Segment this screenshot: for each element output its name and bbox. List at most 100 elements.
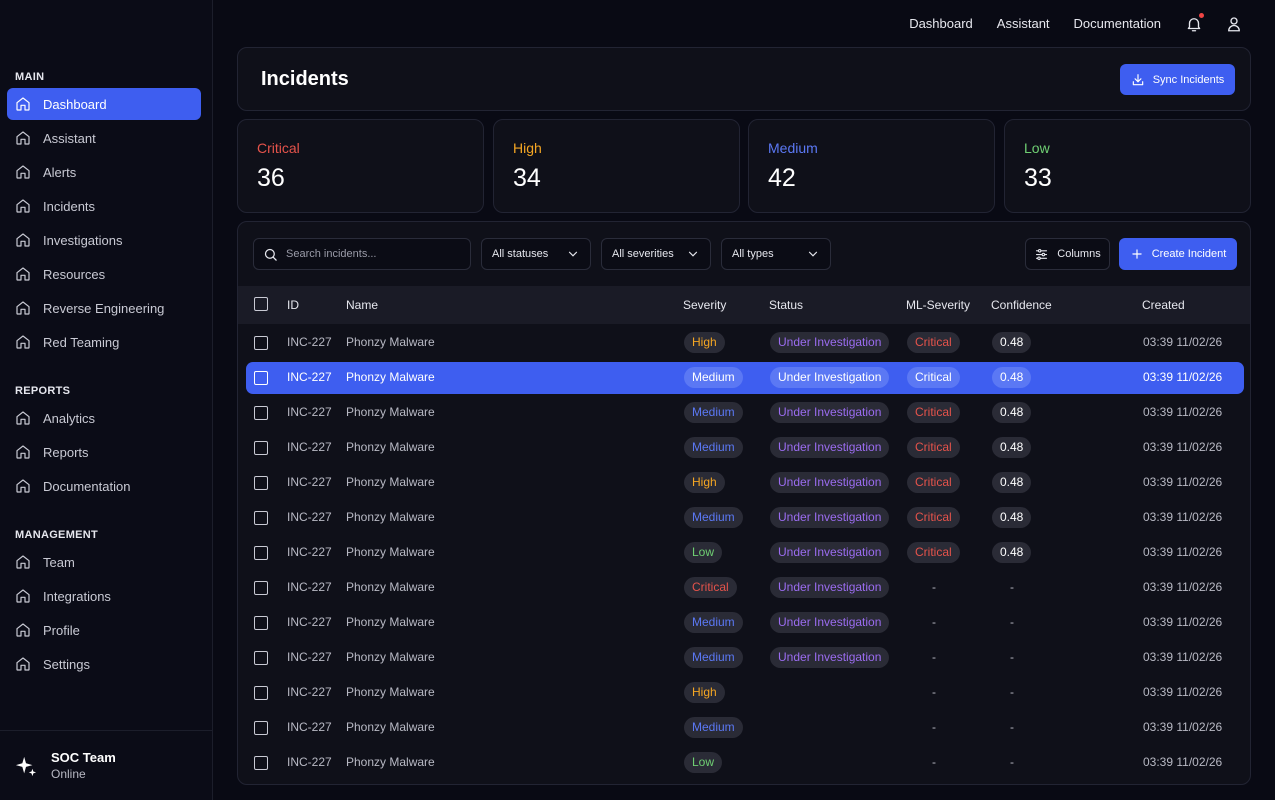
search-input[interactable] (286, 248, 456, 260)
stat-value: 42 (768, 164, 796, 192)
created-timestamp: 03:39 11/02/26 (1143, 510, 1223, 524)
search-icon (264, 248, 277, 261)
stat-card-critical[interactable]: Critical 36 (237, 119, 484, 213)
row-checkbox[interactable] (254, 476, 268, 490)
topnav-link-assistant[interactable]: Assistant (996, 16, 1050, 31)
column-header-id[interactable]: ID (287, 298, 299, 312)
row-checkbox[interactable] (254, 511, 268, 525)
table-row[interactable]: INC-227 Phonzy Malware High - - 03:39 11/02/2… (246, 677, 1244, 709)
select-all-checkbox[interactable] (254, 297, 268, 311)
created-timestamp: 03:39 11/02/26 (1143, 685, 1223, 699)
ml-severity-badge: Critical (907, 402, 960, 423)
stat-card-high[interactable]: High 34 (493, 119, 740, 213)
row-checkbox[interactable] (254, 756, 268, 770)
incident-name: Phonzy Malware (346, 685, 435, 699)
severity-badge: High (684, 332, 725, 353)
sidebar-item-resources[interactable]: Resources (7, 258, 201, 290)
row-checkbox[interactable] (254, 581, 268, 595)
incident-name: Phonzy Malware (346, 650, 435, 664)
status-filter-value: All statuses (492, 248, 549, 260)
sidebar-item-dashboard[interactable]: Dashboard (7, 88, 201, 120)
table-row[interactable]: INC-227 Phonzy Malware Medium Under Investi… (246, 502, 1244, 534)
incidents-table-card: All statuses All severities All types Co… (237, 221, 1251, 785)
row-checkbox[interactable] (254, 651, 268, 665)
column-header-ml-severity[interactable]: ML-Severity (906, 298, 971, 312)
severity-badge: Medium (684, 437, 743, 458)
stat-card-low[interactable]: Low 33 (1004, 119, 1251, 213)
sidebar-item-label: Reverse Engineering (43, 300, 165, 316)
stat-value: 36 (257, 164, 285, 192)
topnav-link-documentation[interactable]: Documentation (1073, 16, 1161, 31)
created-timestamp: 03:39 11/02/26 (1143, 370, 1223, 384)
sidebar-item-assistant[interactable]: Assistant (7, 122, 201, 154)
sidebar-item-red-teaming[interactable]: Red Teaming (7, 326, 201, 358)
chevron-down-icon (568, 251, 578, 257)
type-filter-select[interactable]: All types (721, 238, 831, 270)
row-checkbox[interactable] (254, 371, 268, 385)
columns-button[interactable]: Columns (1025, 238, 1110, 270)
sidebar-item-incidents[interactable]: Incidents (7, 190, 201, 222)
search-box[interactable] (253, 238, 471, 270)
table-row[interactable]: INC-227 Phonzy Malware Medium Under Investi… (246, 432, 1244, 464)
sidebar-item-label: Analytics (43, 410, 96, 426)
team-status-block[interactable]: SOC Team Online (0, 730, 213, 800)
team-name: SOC Team (51, 750, 116, 765)
table-row[interactable]: INC-227 Phonzy Malware Medium Under Investi… (246, 397, 1244, 429)
row-checkbox[interactable] (254, 546, 268, 560)
sidebar-item-profile[interactable]: Profile (7, 614, 201, 646)
row-checkbox[interactable] (254, 441, 268, 455)
topnav-link-dashboard[interactable]: Dashboard (909, 16, 973, 31)
table-row[interactable]: INC-227 Phonzy Malware Medium - - 03:39 11/02… (246, 712, 1244, 744)
ml-severity-empty: - (932, 580, 936, 594)
sidebar-item-investigations[interactable]: Investigations (7, 224, 201, 256)
stat-card-medium[interactable]: Medium 42 (748, 119, 995, 213)
table-row[interactable]: INC-227 Phonzy Malware High Under Investiga… (246, 467, 1244, 499)
status-filter-select[interactable]: All statuses (481, 238, 591, 270)
sync-incidents-button[interactable]: Sync Incidents (1120, 64, 1235, 95)
sidebar-item-settings[interactable]: Settings (7, 648, 201, 680)
sidebar-item-reverse-engineering[interactable]: Reverse Engineering (7, 292, 201, 324)
create-incident-button[interactable]: Create Incident (1119, 238, 1237, 270)
ml-severity-empty: - (932, 755, 936, 769)
home-icon (15, 444, 31, 460)
incident-id: INC-227 (287, 685, 332, 699)
table-row[interactable]: INC-227 Phonzy Malware High Under Investiga… (246, 327, 1244, 359)
sidebar-item-label: Team (43, 554, 75, 570)
sidebar-item-analytics[interactable]: Analytics (7, 402, 201, 434)
table-row[interactable]: INC-227 Phonzy Malware Low - - 03:39 11/02/26 (246, 747, 1244, 779)
ml-severity-empty: - (932, 650, 936, 664)
table-row[interactable]: INC-227 Phonzy Malware Medium Under Investi… (246, 362, 1244, 394)
ml-severity-badge: Critical (907, 507, 960, 528)
created-timestamp: 03:39 11/02/26 (1143, 440, 1223, 454)
column-header-name[interactable]: Name (346, 298, 379, 312)
table-row[interactable]: INC-227 Phonzy Malware Medium Under Investi… (246, 607, 1244, 639)
notifications-bell-icon[interactable] (1185, 12, 1204, 33)
column-header-created[interactable]: Created (1142, 298, 1185, 312)
row-checkbox[interactable] (254, 616, 268, 630)
row-checkbox[interactable] (254, 686, 268, 700)
row-checkbox[interactable] (254, 406, 268, 420)
column-header-confidence[interactable]: Confidence (991, 298, 1052, 312)
sidebar-item-alerts[interactable]: Alerts (7, 156, 201, 188)
sidebar-item-documentation[interactable]: Documentation (7, 470, 201, 502)
user-profile-icon[interactable] (1225, 15, 1243, 33)
incident-name: Phonzy Malware (346, 510, 435, 524)
created-timestamp: 03:39 11/02/26 (1143, 405, 1223, 419)
sidebar-item-reports[interactable]: Reports (7, 436, 201, 468)
row-checkbox[interactable] (254, 336, 268, 350)
sidebar-item-label: Red Teaming (43, 334, 120, 350)
column-header-severity[interactable]: Severity (683, 298, 727, 312)
table-row[interactable]: INC-227 Phonzy Malware Low Under Investigat… (246, 537, 1244, 569)
sidebar-item-label: Dashboard (43, 96, 107, 112)
chevron-down-icon (808, 251, 818, 257)
table-row[interactable]: INC-227 Phonzy Malware Critical Under Inves… (246, 572, 1244, 604)
ml-severity-badge: Critical (907, 472, 960, 493)
column-header-status[interactable]: Status (769, 298, 804, 312)
severity-filter-select[interactable]: All severities (601, 238, 711, 270)
table-row[interactable]: INC-227 Phonzy Malware Medium Under Investi… (246, 642, 1244, 674)
sidebar-item-team[interactable]: Team (7, 546, 201, 578)
row-checkbox[interactable] (254, 721, 268, 735)
sidebar-item-integrations[interactable]: Integrations (7, 580, 201, 612)
incident-name: Phonzy Malware (346, 335, 435, 349)
incident-name: Phonzy Malware (346, 720, 435, 734)
